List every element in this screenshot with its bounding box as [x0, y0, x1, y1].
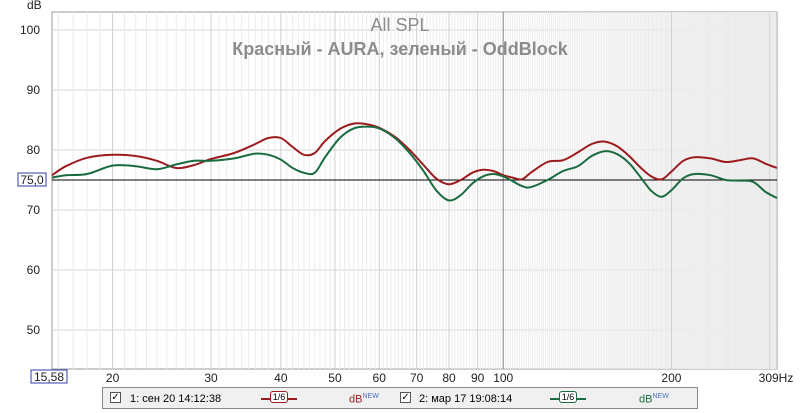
x-tick-label: 90 [471, 371, 485, 385]
y-tick-label: 70 [27, 203, 41, 217]
y-tick-label: 80 [27, 143, 41, 157]
measurement-1-unit[interactable]: dBNEW [349, 393, 379, 406]
chart-subtitle: Красный - AURA, зеленый - OddBlock [232, 39, 569, 59]
chart-title: All SPL [370, 15, 429, 35]
measurement-1-unit-text: dB [349, 393, 363, 406]
x-max-label: 309Hz [759, 371, 794, 385]
x-tick-label: 30 [204, 371, 218, 385]
measurement-1-unit-badge: NEW [362, 393, 379, 400]
x-tick-label: 60 [373, 371, 387, 385]
y-tick-label: 90 [27, 83, 41, 97]
measurement-2-label[interactable]: 2: мар 17 19:08:14 [419, 393, 513, 405]
y-tick-label: 60 [27, 263, 41, 277]
x-tick-label: 50 [328, 371, 342, 385]
measurement-2-unit[interactable]: dBNEW [639, 393, 669, 406]
x-tick-label: 40 [274, 371, 288, 385]
y-tick-label: 50 [27, 323, 41, 337]
measurement-2-smoothing[interactable]: 1/6 [550, 391, 586, 405]
series-line-1 [51, 122, 778, 186]
series-line-2 [51, 125, 778, 202]
x-min-marker[interactable]: 15,58 [30, 369, 68, 384]
x-axis-ticks: 20 30 40 50 60 70 80 90 100 200 [106, 371, 682, 385]
measurement-2-checkbox[interactable]: ✓ [400, 392, 411, 403]
y-tick-label: 100 [20, 23, 40, 37]
x-tick-label: 20 [106, 371, 120, 385]
measurement-2-smoothing-value: 1/6 [559, 391, 577, 403]
measurement-1-smoothing-value: 1/6 [270, 391, 288, 403]
measurement-legend: ✓ 1: сен 20 14:12:38 1/6 dBNEW ✓ 2: мар … [102, 387, 698, 409]
measurement-2-unit-badge: NEW [652, 393, 669, 400]
measurement-1-label[interactable]: 1: сен 20 14:12:38 [130, 393, 222, 405]
x-tick-label: 100 [493, 371, 513, 385]
x-tick-label: 70 [410, 371, 424, 385]
x-tick-label: 80 [442, 371, 456, 385]
reference-level-marker[interactable]: 75,0 [17, 172, 47, 187]
measurement-1-smoothing[interactable]: 1/6 [261, 391, 297, 405]
measurement-1-checkbox[interactable]: ✓ [110, 392, 121, 403]
measurement-2-unit-text: dB [639, 393, 653, 406]
reference-level-label: 75,0 [20, 173, 44, 187]
x-tick-label: 200 [661, 371, 681, 385]
series-group [51, 122, 778, 202]
y-axis-label: dB [27, 0, 42, 12]
x-min-label: 15,58 [34, 370, 64, 384]
y-axis-ticks: 50 60 70 80 90 100 [20, 23, 40, 337]
